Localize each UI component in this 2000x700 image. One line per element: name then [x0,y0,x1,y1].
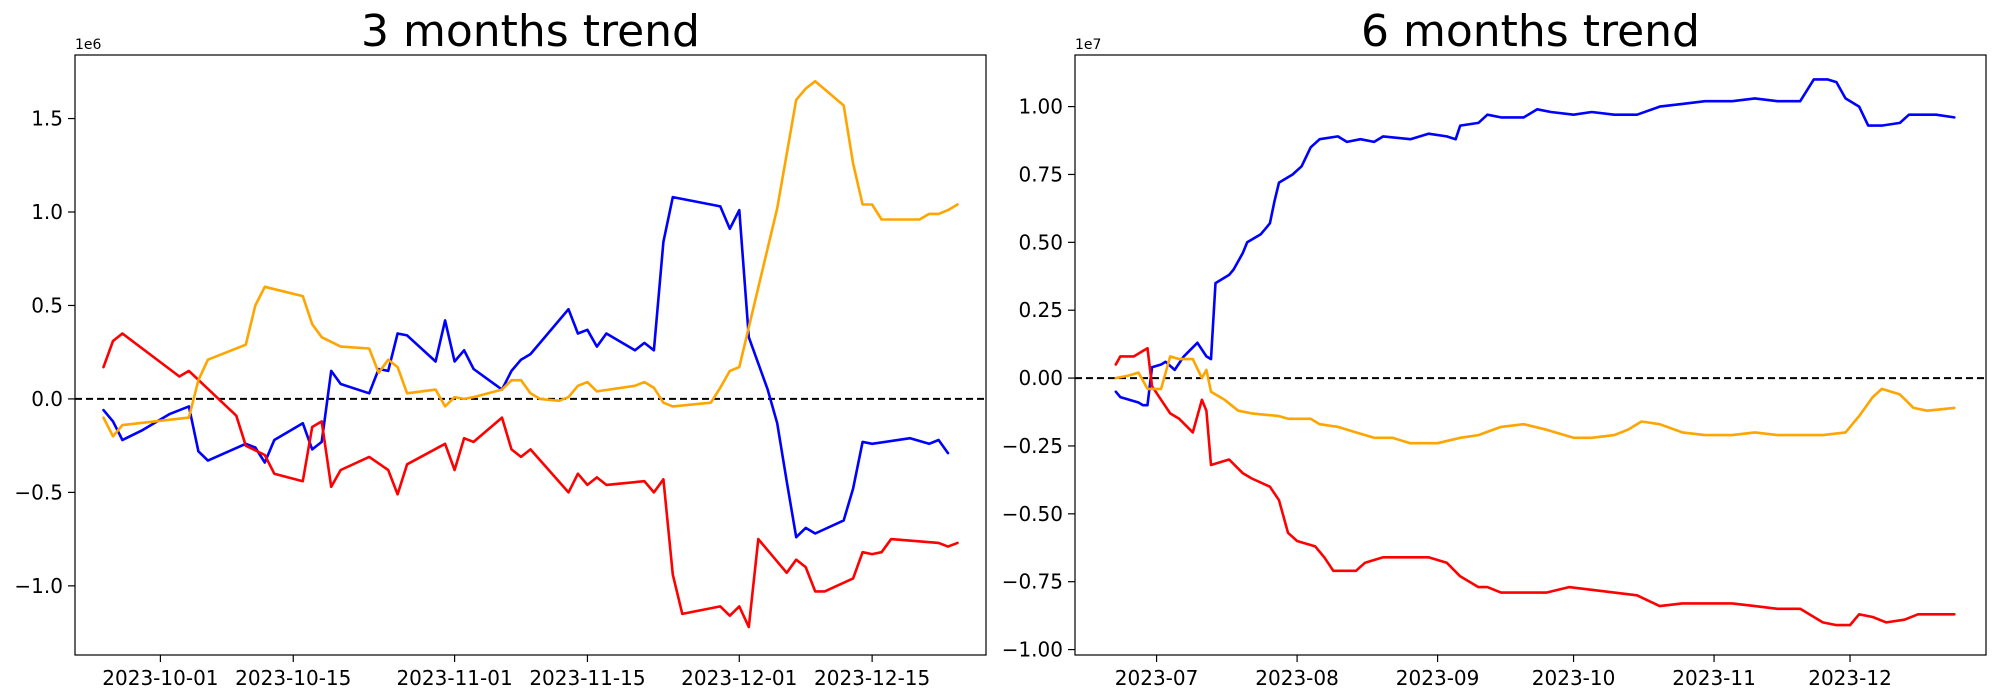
right-x-tick-label: 2023-07 [1115,666,1199,690]
left-x-tick-label: 2023-10-15 [235,666,351,690]
right-y-tick-label: −0.25 [1002,434,1063,458]
left-series-line-red [102,332,959,629]
left-x-tick-label: 2023-12-01 [681,666,797,690]
right-y-tick-label: −0.75 [1002,570,1063,594]
left-series-line-orange [102,79,959,438]
right-x-tick-label: 2023-10 [1532,666,1616,690]
left-y-tick-label: 1.5 [31,107,63,131]
left-y-tick-label: −0.5 [14,480,63,504]
left-y-tick-label: −1.0 [14,574,63,598]
right-x-tick-label: 2023-08 [1255,666,1339,690]
left-chart-title: 3 months trend [361,6,700,57]
right-y-tick-label: 0.75 [1018,162,1063,186]
left-y-tick-label: 0.0 [31,387,63,411]
right-series-line-orange [1114,355,1956,445]
left-x-tick-label: 2023-11-15 [529,666,645,690]
right-y-tick-label: 1.00 [1018,95,1063,119]
right-y-tick-label: −0.50 [1002,502,1063,526]
right-y-offset-label: 1e7 [1075,37,1101,53]
left-x-tick-label: 2023-12-15 [814,666,930,690]
left-y-tick-label: 1.0 [31,200,63,224]
right-series-line-red [1114,346,1956,627]
right-y-tick-label: 0.25 [1018,298,1063,322]
right-chart-title: 6 months trend [1361,6,1700,57]
left-y-offset-label: 1e6 [75,37,102,53]
left-y-tick-label: 0.5 [31,293,63,317]
right-y-tick-label: 0.00 [1018,366,1063,390]
left-axes-frame [74,54,987,656]
right-y-tick-label: 0.50 [1018,230,1063,254]
right-axes-frame [1074,54,1987,656]
left-series-line-blue [102,195,950,539]
right-x-tick-label: 2023-12 [1808,666,1892,690]
left-x-tick-label: 2023-11-01 [396,666,512,690]
left-x-tick-label: 2023-10-01 [102,666,218,690]
right-x-tick-label: 2023-09 [1396,666,1480,690]
right-y-tick-label: −1.00 [1002,638,1063,662]
right-series-line-blue [1114,78,1956,407]
right-x-tick-label: 2023-11 [1672,666,1756,690]
